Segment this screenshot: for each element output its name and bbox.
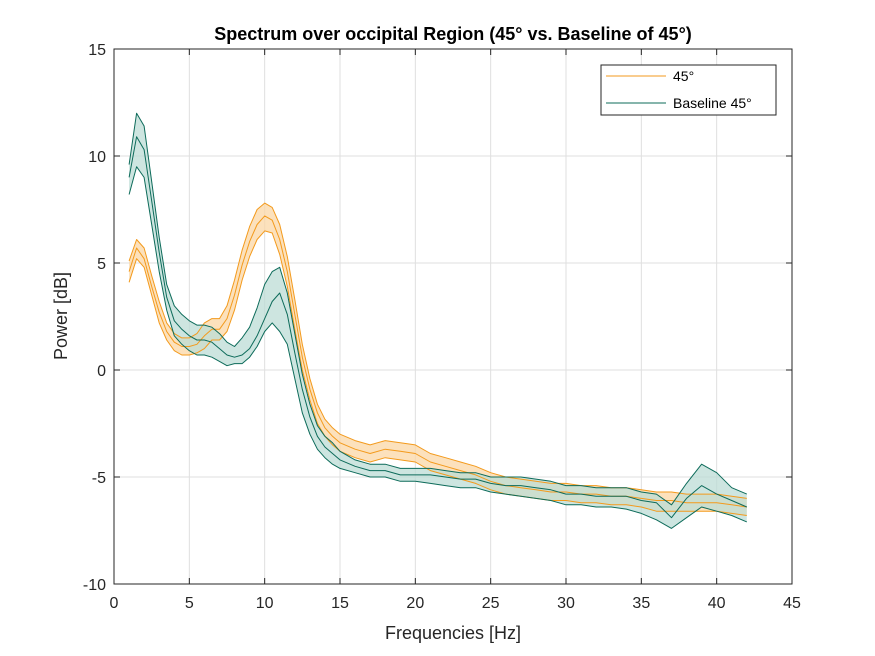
x-tick-label: 10 xyxy=(256,595,274,612)
line-series-1-lower xyxy=(128,166,747,529)
y-axis-label: Power [dB] xyxy=(51,272,71,360)
x-tick-label: 5 xyxy=(185,595,194,612)
x-tick-label: 25 xyxy=(482,595,500,612)
x-tick-label: 20 xyxy=(406,595,424,612)
chart-title: Spectrum over occipital Region (45° vs. … xyxy=(214,24,692,44)
y-tick-label: -10 xyxy=(83,577,106,594)
line-series-0-lower xyxy=(128,230,747,516)
y-tick-label: 15 xyxy=(88,42,106,59)
legend-label-45: 45° xyxy=(673,68,694,84)
band-series-1 xyxy=(129,113,747,529)
x-tick-label: 30 xyxy=(557,595,575,612)
axes-box xyxy=(113,48,793,585)
y-tick-label: 10 xyxy=(88,149,106,166)
axis-ticks: 0 5 10 15 20 25 30 35 40 45 -10 -5 0 5 10 15 xyxy=(83,42,801,612)
y-tick-label: -5 xyxy=(92,470,106,487)
x-tick-label: 45 xyxy=(783,595,801,612)
x-tick-label: 15 xyxy=(331,595,349,612)
confidence-bands xyxy=(129,113,747,529)
y-tick-label: 0 xyxy=(97,363,106,380)
y-tick-label: 5 xyxy=(97,256,106,273)
line-series-1-upper xyxy=(128,112,747,506)
x-tick-label: 35 xyxy=(632,595,650,612)
x-axis-label: Frequencies [Hz] xyxy=(385,623,521,643)
line-series-1-mean xyxy=(128,136,747,519)
x-tick-label: 40 xyxy=(708,595,726,612)
legend-box xyxy=(600,64,777,116)
x-tick-label: 0 xyxy=(110,595,119,612)
legend: 45° Baseline 45° xyxy=(600,64,777,116)
legend-label-baseline-45: Baseline 45° xyxy=(673,95,752,111)
series-lines xyxy=(128,112,747,529)
